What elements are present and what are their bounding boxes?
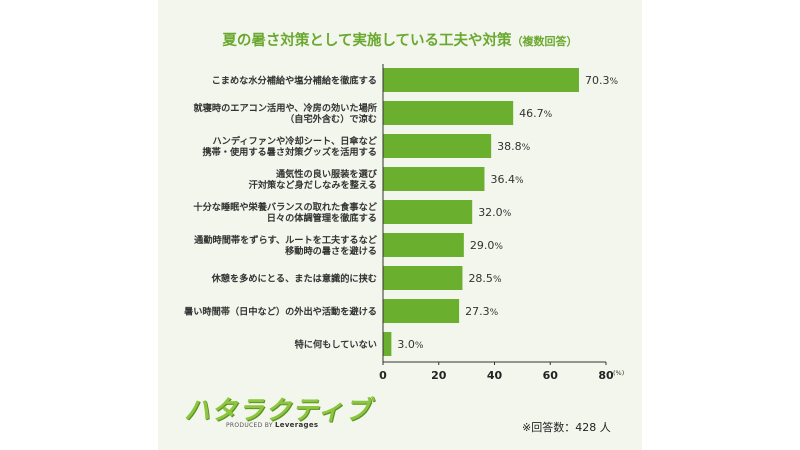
bar-6 xyxy=(383,233,464,257)
bar-5 xyxy=(383,200,473,224)
category-label-3: ハンディファンや冷却シート、日傘など携帯・使用する暑さ対策グッズを活用する xyxy=(202,135,377,158)
x-tick-label-0: 0 xyxy=(379,369,387,382)
x-tick-label-20: 20 xyxy=(431,369,447,382)
bar-4 xyxy=(383,167,485,191)
value-label-4: 36.4% xyxy=(490,173,523,186)
x-unit-label: (%) xyxy=(613,369,624,377)
bar-9 xyxy=(383,332,392,356)
bar-8 xyxy=(383,299,460,323)
value-label-6: 29.0% xyxy=(470,239,504,252)
category-label-5: 十分な睡眠や栄養バランスの取れた食事など日々の体調管理を徹底する xyxy=(193,201,377,224)
respondent-count: ※回答数：428 人 xyxy=(522,421,611,434)
value-label-1: 70.3% xyxy=(585,74,619,87)
chart-title-main: 夏の暑さ対策として実施している工夫や対策 xyxy=(222,33,512,49)
bar-3 xyxy=(383,134,492,158)
value-label-2: 46.7% xyxy=(519,107,553,120)
value-label-3: 38.8% xyxy=(497,140,531,153)
value-label-5: 32.0% xyxy=(478,206,512,219)
logo-wordmark: ハタラクティブ xyxy=(184,396,372,426)
x-tick-label-60: 60 xyxy=(543,369,559,382)
bar-7 xyxy=(383,266,463,290)
x-tick-label-40: 40 xyxy=(487,369,503,382)
bar-1 xyxy=(383,68,579,92)
category-label-6: 通勤時間帯をずらす、ルートを工夫するなど移動時の暑さを避ける xyxy=(194,234,378,257)
logo-sub-brand: Leverages xyxy=(275,421,319,429)
bar-2 xyxy=(383,101,514,125)
hataractive-logo: ハタラクティブ PRODUCED BY Leverages xyxy=(184,390,370,434)
category-label-7: 休憩を多めにとる、または意識的に挟む xyxy=(211,273,377,285)
value-label-9: 3.0% xyxy=(397,338,424,351)
category-label-2: 就寝時のエアコン活用や、冷房の効いた場所（自宅外含む）で涼む xyxy=(194,102,377,125)
logo-subtitle: PRODUCED BY Leverages xyxy=(226,421,318,429)
category-label-1: こまめな水分補給や塩分補給を徹底する xyxy=(212,75,377,87)
logo-sub-prefix: PRODUCED BY xyxy=(226,422,273,429)
value-label-7: 28.5% xyxy=(468,272,502,285)
chart-title-note: （複数回答） xyxy=(511,35,578,48)
chart-title: 夏の暑さ対策として実施している工夫や対策（複数回答） xyxy=(158,29,642,50)
category-label-8: 暑い時間帯（日中など）の外出や活動を避ける xyxy=(184,306,377,318)
x-tick-label-80: 80 xyxy=(598,369,614,382)
value-label-8: 27.3% xyxy=(465,305,499,318)
category-label-9: 特に何もしていない xyxy=(295,339,377,351)
category-label-4: 通気性の良い服装を選び汗対策など身だしなみを整える xyxy=(249,168,378,191)
